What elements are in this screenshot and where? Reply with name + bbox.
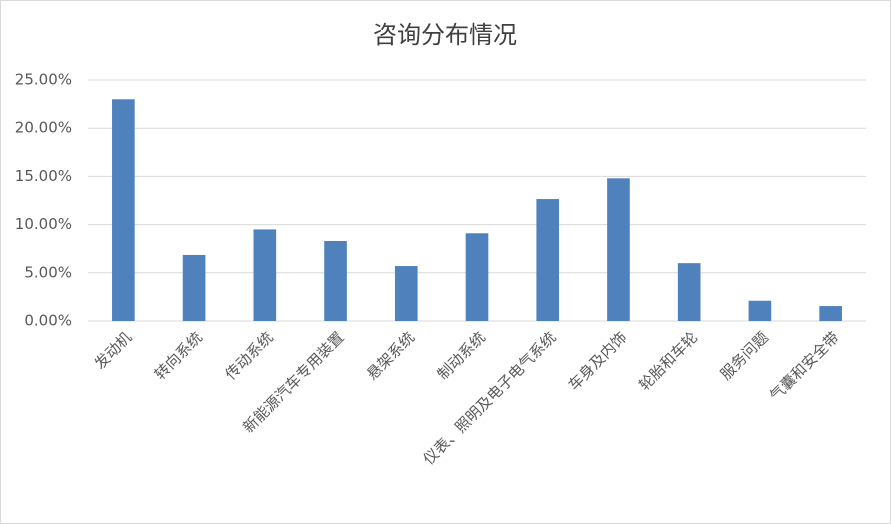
bar	[253, 229, 277, 321]
chart-title: 咨询分布情况	[373, 21, 517, 49]
bar	[536, 199, 560, 321]
bar	[607, 178, 630, 321]
bar	[677, 263, 701, 321]
bar	[182, 254, 206, 321]
y-tick-label: 20.00%	[15, 119, 72, 137]
bar	[324, 240, 347, 321]
bar	[748, 300, 772, 321]
bar	[819, 306, 842, 321]
y-tick-label: 0.00%	[24, 312, 72, 330]
bar	[394, 266, 418, 321]
y-tick-label: 10.00%	[15, 215, 72, 233]
y-tick-label: 5.00%	[24, 263, 72, 281]
y-tick-label: 25.00%	[15, 71, 72, 89]
bar	[465, 233, 489, 321]
bar	[112, 99, 135, 321]
y-tick-label: 15.00%	[15, 167, 72, 185]
